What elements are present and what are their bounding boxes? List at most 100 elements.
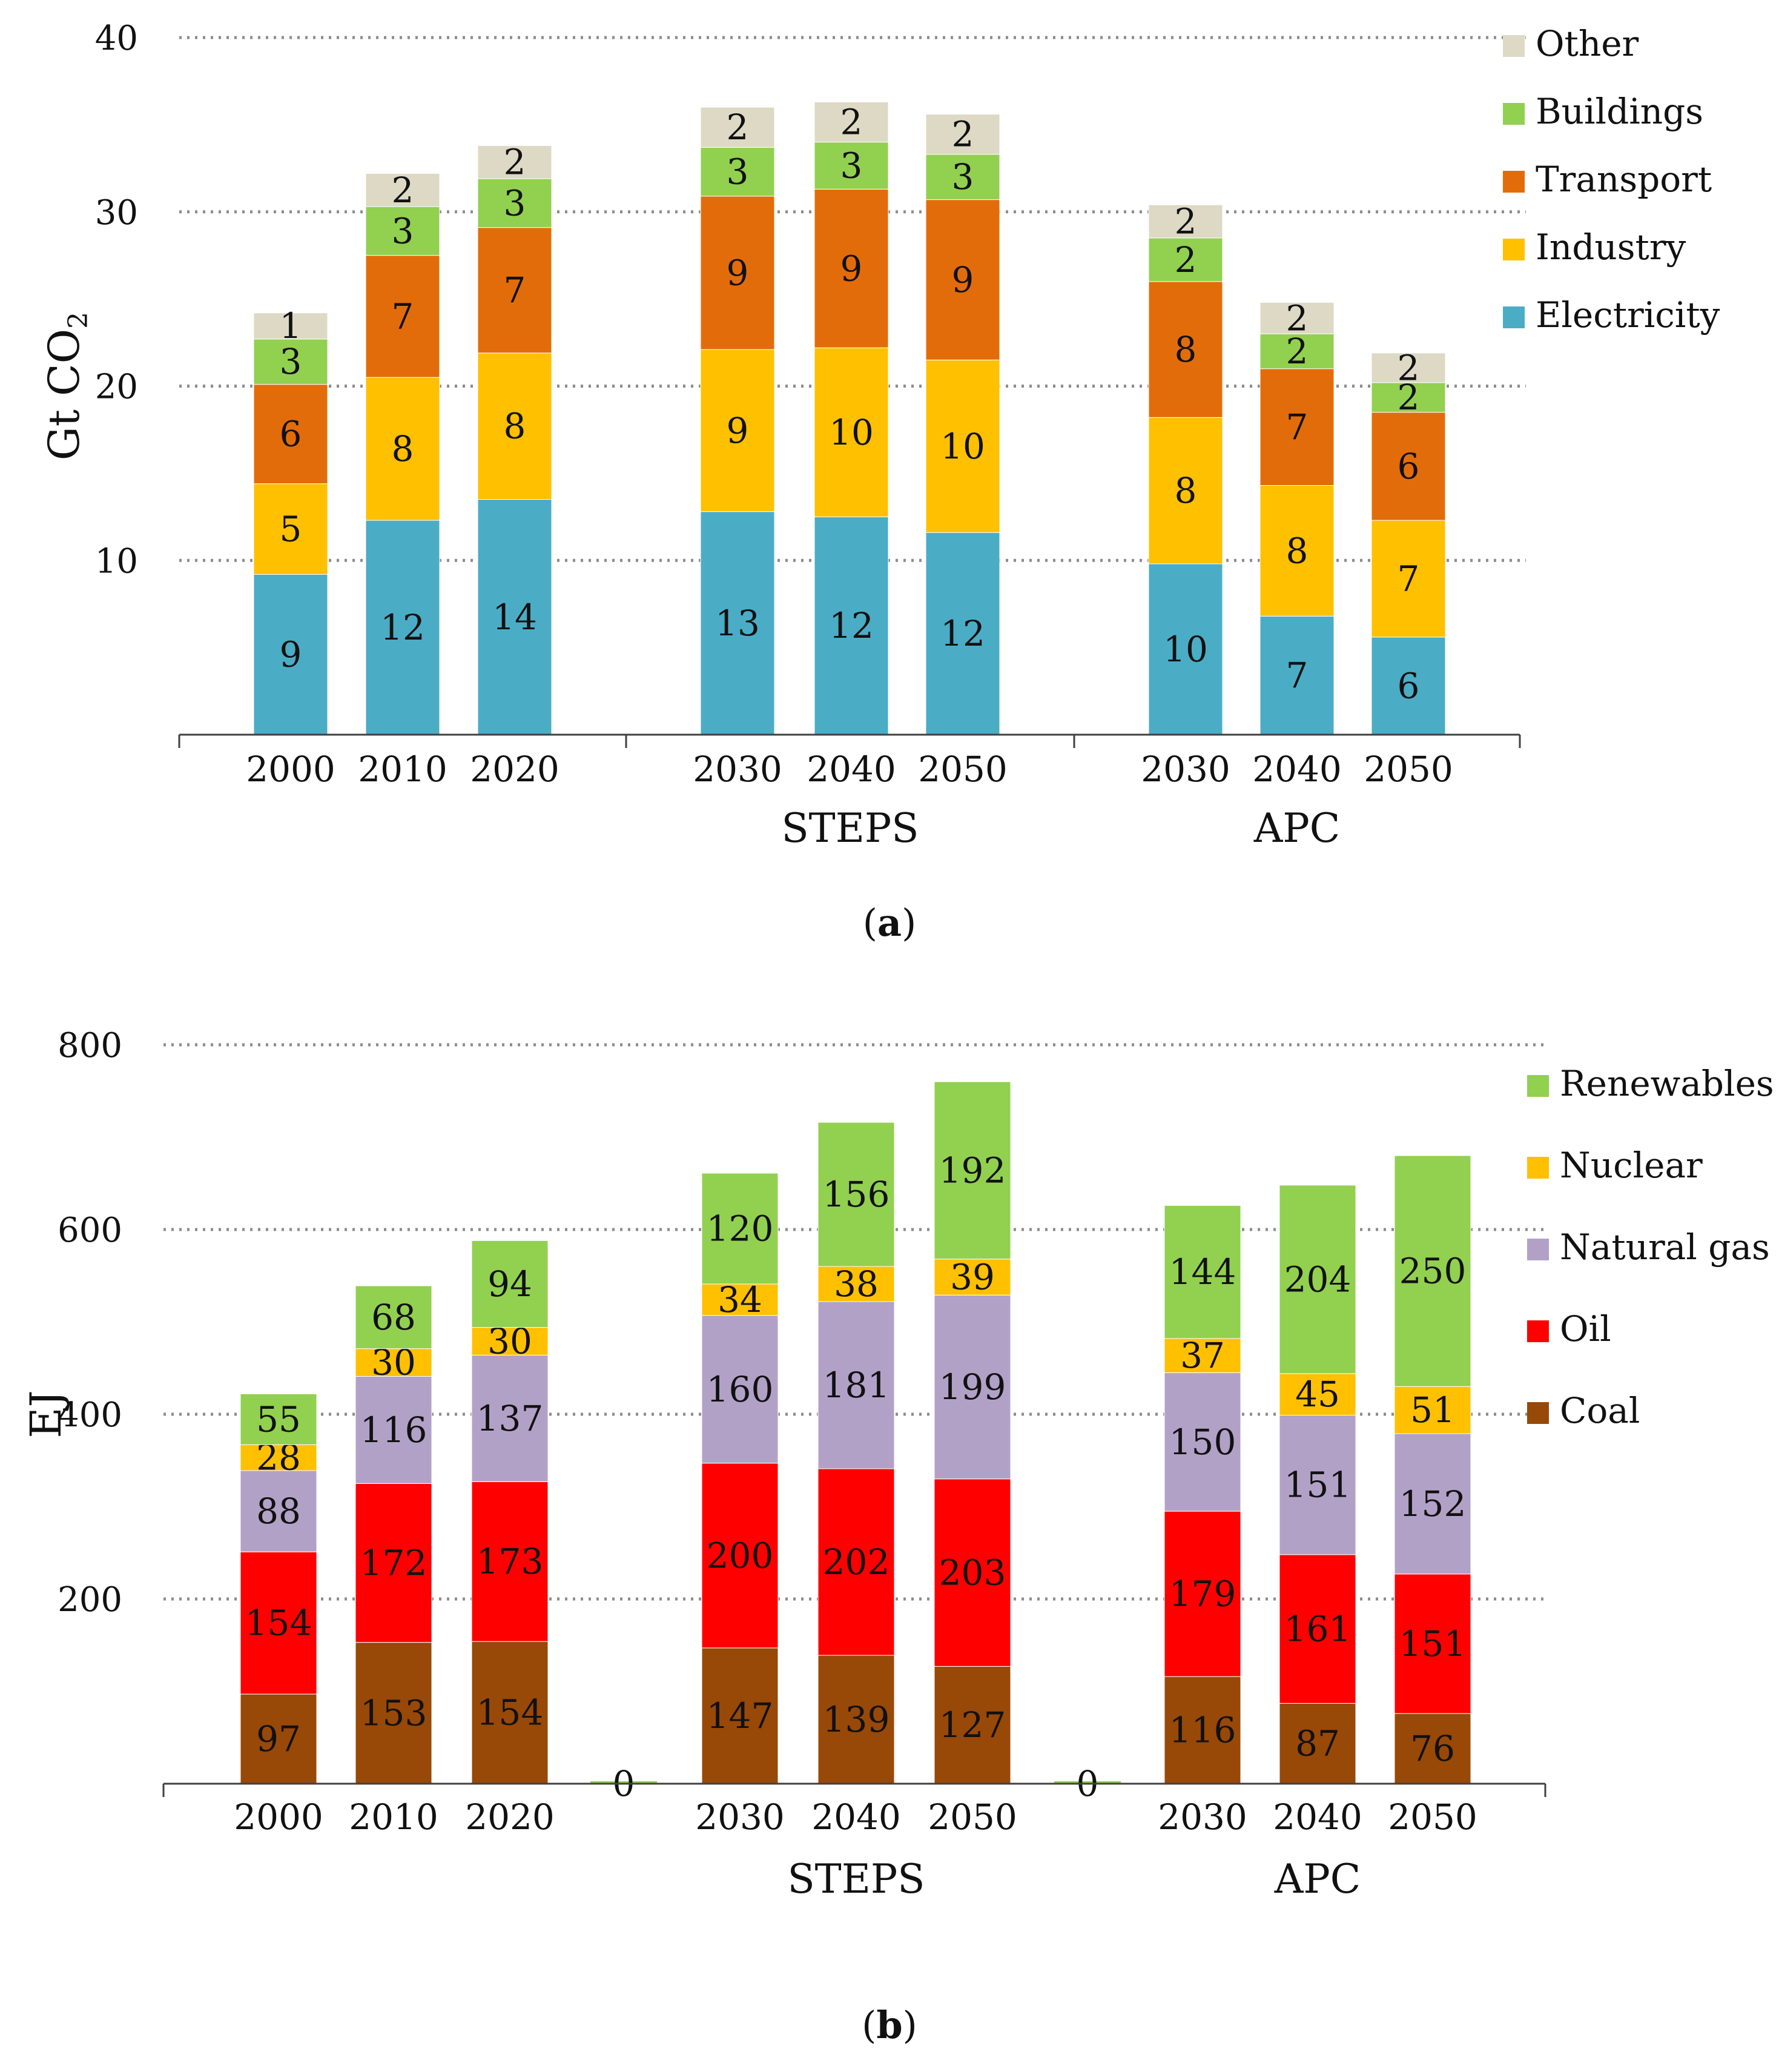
b-data-label: 161 — [1284, 1609, 1352, 1650]
a-data-label: 9 — [952, 259, 974, 300]
b-data-label: 51 — [1410, 1389, 1455, 1431]
b-data-label: 156 — [823, 1174, 890, 1215]
b-y-axis-title: EJ — [21, 1390, 71, 1438]
b-data-label: 144 — [1169, 1251, 1236, 1293]
a-data-label: 8 — [392, 428, 414, 469]
b-bar-coal — [817, 1655, 895, 1784]
b-x-tick-label: 2030 — [695, 1796, 785, 1838]
a-data-label: 2 — [504, 142, 526, 183]
a-data-label: 2 — [1398, 377, 1420, 418]
b-data-label: 68 — [371, 1297, 416, 1338]
a-data-label: 7 — [504, 270, 526, 311]
b-bar-coal — [355, 1642, 432, 1784]
a-bar-buildings — [253, 339, 328, 385]
a-legend-swatch-transport — [1503, 171, 1525, 193]
a-data-label: 6 — [1398, 665, 1420, 706]
a-data-label: 7 — [1286, 655, 1309, 696]
b-bar-coal — [240, 1693, 317, 1784]
b-data-label: 55 — [256, 1398, 301, 1440]
b-bar-oil — [817, 1468, 895, 1656]
a-legend-swatch-industry — [1503, 239, 1525, 260]
a-bar-buildings — [700, 147, 775, 197]
b-data-label: 45 — [1295, 1374, 1340, 1415]
b-bar-natural-gas — [934, 1294, 1011, 1480]
a-bar-other — [1371, 353, 1446, 383]
b-bar-coal — [934, 1666, 1011, 1784]
a-data-label: 7 — [1286, 406, 1309, 448]
b-bar-natural-gas — [1164, 1372, 1241, 1512]
a-data-label: 9 — [280, 634, 302, 675]
a-bar-other — [925, 114, 1000, 155]
a-bar-transport — [1148, 281, 1223, 418]
a-bar-electricity — [814, 516, 889, 735]
a-y-tick-label: 10 — [95, 541, 138, 581]
b-legend-swatch-oil — [1527, 1320, 1549, 1342]
b-data-label: 39 — [950, 1257, 995, 1298]
b-data-label: 37 — [1180, 1335, 1225, 1376]
b-data-label: 202 — [823, 1541, 890, 1583]
b-data-label: 154 — [245, 1603, 312, 1644]
b-legend-swatch-natural-gas — [1527, 1239, 1549, 1260]
b-data-label: 160 — [707, 1369, 774, 1410]
a-bar-transport — [1371, 412, 1446, 521]
a-legend-swatch-electricity — [1503, 306, 1525, 328]
b-data-label: 192 — [939, 1150, 1006, 1191]
b-group-label-steps: STEPS — [787, 1856, 925, 1902]
a-data-label: 6 — [1398, 446, 1420, 487]
a-data-label: 5 — [280, 508, 302, 549]
a-data-label: 12 — [940, 613, 985, 654]
b-bar-renewables — [934, 1081, 1011, 1260]
a-legend-label-transport: Transport — [1536, 159, 1712, 200]
chart-b-energy: 200400600800EJ97154882855153172116306815… — [21, 1026, 1774, 2047]
a-data-label: 12 — [829, 605, 874, 646]
b-data-label: 152 — [1399, 1483, 1467, 1524]
a-bar-industry — [1148, 417, 1223, 564]
a-data-label: 1 — [280, 305, 302, 346]
a-bar-industry — [925, 359, 1000, 533]
b-data-label: 151 — [1284, 1465, 1352, 1506]
a-data-label: 10 — [940, 426, 985, 467]
b-x-tick-label: 2030 — [1158, 1796, 1247, 1838]
a-bar-industry — [253, 483, 328, 575]
b-data-label: 199 — [939, 1366, 1006, 1408]
a-legend-label-buildings: Buildings — [1536, 91, 1703, 132]
b-bar-oil — [1279, 1554, 1356, 1704]
b-bar-renewables — [355, 1285, 432, 1349]
a-legend-label-electricity: Electricity — [1536, 294, 1720, 336]
b-bar-coal — [471, 1641, 549, 1784]
a-data-label: 14 — [492, 597, 537, 638]
b-data-label: 94 — [487, 1263, 532, 1305]
a-data-label: 3 — [727, 151, 749, 193]
b-bar-natural-gas — [817, 1301, 895, 1469]
a-bar-other — [700, 107, 775, 148]
a-bar-electricity — [477, 499, 552, 735]
b-legend-swatch-nuclear — [1527, 1157, 1549, 1179]
a-data-label: 2 — [1175, 201, 1197, 242]
a-bar-electricity — [925, 532, 1000, 735]
a-legend-swatch-buildings — [1503, 103, 1525, 125]
a-bar-other — [1148, 204, 1223, 239]
a-data-label: 12 — [380, 607, 425, 648]
b-y-tick-label: 800 — [58, 1026, 122, 1065]
b-bar-nuclear — [471, 1327, 549, 1355]
a-bar-industry — [477, 353, 552, 500]
a-bar-buildings — [925, 154, 1000, 200]
b-data-label: 127 — [939, 1704, 1006, 1746]
b-data-label: 250 — [1399, 1251, 1467, 1292]
a-data-label: 9 — [727, 252, 749, 293]
a-group-label-steps: STEPS — [781, 805, 919, 852]
b-bar-renewables — [701, 1173, 779, 1285]
a-bar-buildings — [814, 142, 889, 190]
a-group-label-apc: APC — [1253, 805, 1341, 852]
a-data-label: 3 — [952, 156, 974, 197]
b-bar-natural-gas — [1394, 1433, 1471, 1575]
b-data-label: 34 — [718, 1279, 762, 1320]
b-data-label: 204 — [1284, 1259, 1352, 1300]
a-bar-buildings — [365, 206, 440, 256]
b-legend-label-natural-gas: Natural gas — [1560, 1226, 1770, 1268]
a-bar-industry — [1259, 485, 1335, 617]
a-x-tick-label: 2050 — [1364, 749, 1453, 790]
b-legend-label-oil: Oil — [1560, 1308, 1611, 1349]
a-y-tick-label: 40 — [95, 19, 138, 58]
